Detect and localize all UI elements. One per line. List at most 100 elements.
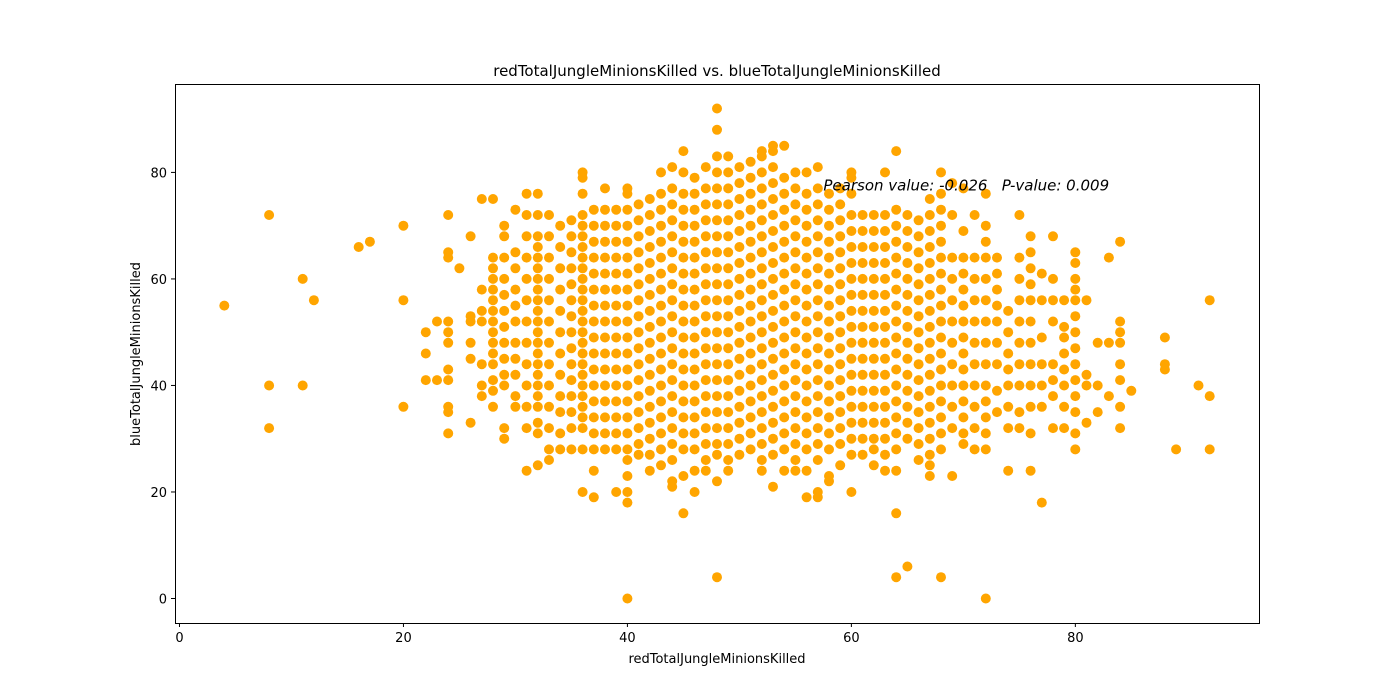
scatter-point [924, 273, 935, 284]
scatter-point [667, 215, 678, 226]
scatter-point [656, 460, 666, 471]
scatter-point [1081, 380, 1092, 391]
scatter-point [611, 396, 622, 407]
scatter-point [902, 417, 913, 428]
scatter-point [969, 252, 980, 263]
scatter-point [678, 167, 689, 178]
scatter-point [969, 337, 980, 348]
scatter-point [779, 188, 790, 199]
scatter-point [689, 268, 700, 279]
scatter-point [712, 295, 722, 306]
scatter-point [622, 348, 633, 359]
scatter-point [902, 401, 913, 412]
scatter-point [1126, 385, 1137, 396]
scatter-point [566, 279, 577, 290]
scatter-point [835, 231, 846, 242]
scatter-point [712, 124, 722, 135]
scatter-point [936, 572, 946, 583]
scatter-point [768, 258, 778, 268]
scatter-point [656, 220, 666, 231]
scatter-point [622, 444, 633, 455]
scatter-point [936, 188, 946, 199]
scatter-point [734, 417, 745, 428]
scatter-point [476, 194, 487, 204]
scatter-point [868, 226, 879, 236]
scatter-point [689, 444, 700, 455]
scatter-point [700, 391, 711, 402]
scatter-point [745, 236, 756, 247]
scatter-point [712, 231, 722, 242]
scatter-point [264, 380, 275, 391]
scatter-point [734, 353, 745, 364]
scatter-point [644, 305, 655, 316]
scatter-point [1070, 258, 1081, 268]
scatter-point [1171, 444, 1182, 455]
scatter-point [768, 273, 778, 284]
scatter-point [812, 391, 823, 402]
scatter-point [969, 444, 980, 455]
scatter-point [734, 433, 745, 444]
scatter-point [947, 380, 958, 391]
scatter-point [958, 348, 969, 359]
scatter-point [1070, 273, 1081, 284]
scatter-point [712, 423, 722, 434]
scatter-point [600, 183, 610, 194]
scatter-point [1193, 380, 1204, 391]
scatter-point [577, 295, 588, 306]
scatter-point [801, 236, 812, 247]
scatter-point [1048, 359, 1058, 370]
scatter-point [880, 210, 890, 220]
scatter-point [689, 396, 700, 407]
scatter-point [611, 487, 622, 497]
scatter-point [790, 439, 801, 449]
scatter-point [667, 439, 678, 449]
scatter-point [308, 295, 319, 306]
scatter-point [454, 263, 465, 274]
scatter-point [611, 284, 622, 295]
scatter-point [510, 263, 521, 274]
scatter-point [510, 204, 521, 215]
scatter-point [1014, 423, 1025, 434]
scatter-point [745, 396, 756, 407]
scatter-point [835, 199, 846, 210]
scatter-point [1025, 247, 1036, 258]
scatter-point [969, 295, 980, 306]
scatter-point [812, 231, 823, 242]
scatter-point [745, 316, 756, 327]
scatter-point [992, 316, 1002, 327]
scatter-point [712, 407, 722, 418]
scatter-point [846, 226, 857, 236]
scatter-point [521, 380, 532, 391]
scatter-point [667, 247, 678, 258]
scatter-point [611, 428, 622, 439]
scatter-point [723, 343, 734, 354]
scatter-point [980, 337, 991, 348]
scatter-point [678, 380, 689, 391]
scatter-point [790, 311, 801, 322]
scatter-point [947, 210, 958, 220]
scatter-point [600, 252, 610, 263]
scatter-point [700, 465, 711, 476]
scatter-point [801, 268, 812, 279]
scatter-point [700, 359, 711, 370]
scatter-point [588, 396, 599, 407]
scatter-point [600, 380, 610, 391]
scatter-point [969, 273, 980, 284]
scatter-point [779, 284, 790, 295]
scatter-point [499, 380, 510, 391]
scatter-point [868, 385, 879, 396]
scatter-point [488, 252, 498, 263]
scatter-point [600, 332, 610, 343]
scatter-point [499, 321, 510, 332]
scatter-point [824, 364, 834, 375]
scatter-point [510, 300, 521, 311]
scatter-point [992, 284, 1002, 295]
scatter-point [499, 289, 510, 300]
scatter-point [891, 146, 902, 157]
scatter-point [532, 428, 543, 439]
scatter-point [936, 236, 946, 247]
scatter-point [656, 284, 666, 295]
scatter-point [566, 247, 577, 258]
scatter-point [611, 204, 622, 215]
scatter-point [891, 284, 902, 295]
